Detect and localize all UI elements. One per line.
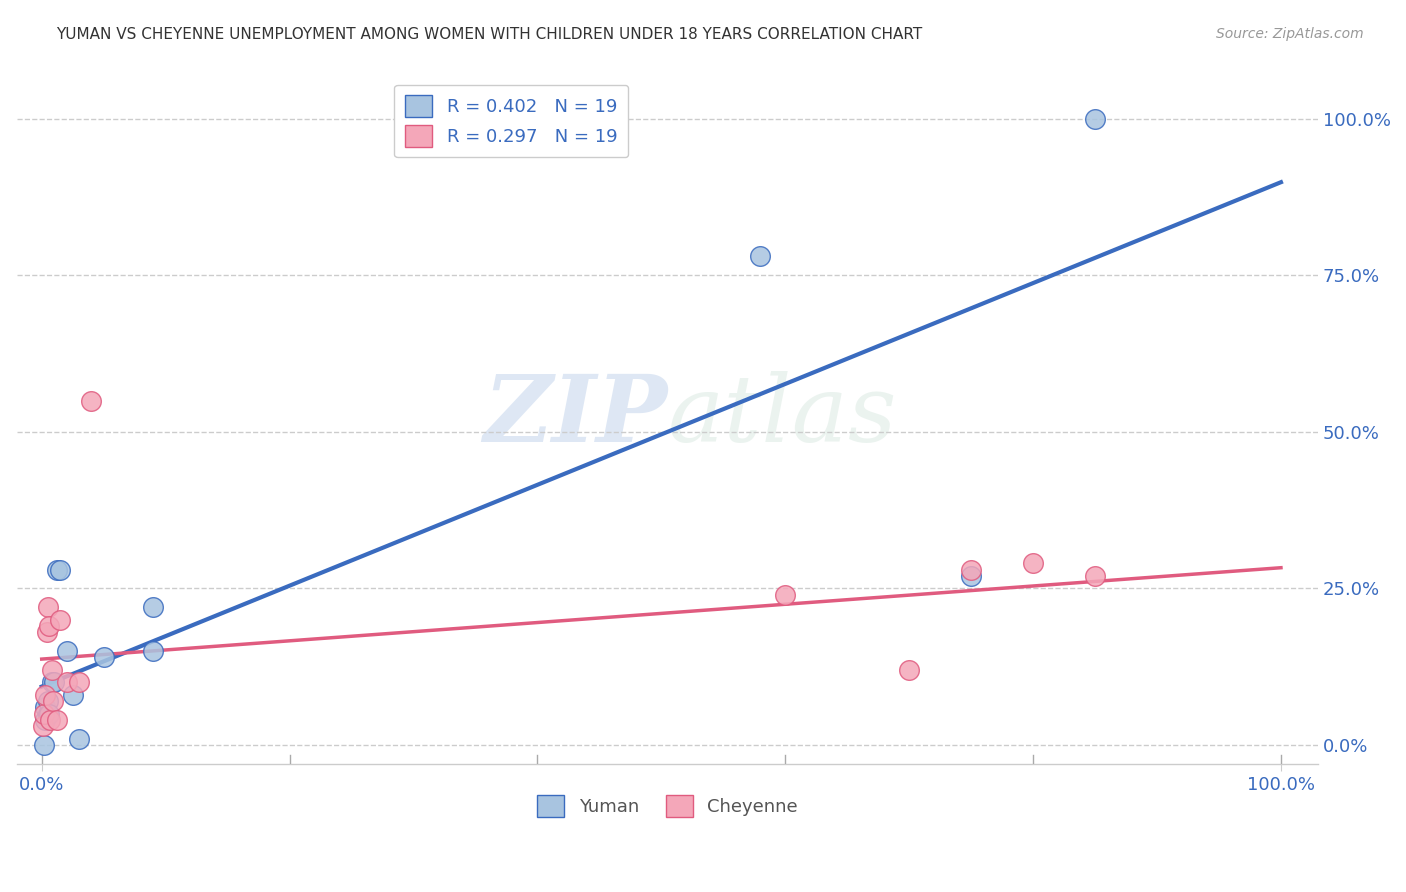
Point — [38, 619, 60, 633]
Point — [62, 688, 84, 702]
Point — [34, 688, 56, 702]
Point — [960, 563, 983, 577]
Point — [45, 713, 67, 727]
Point — [38, 706, 60, 721]
Point — [45, 563, 67, 577]
Point — [35, 625, 58, 640]
Point — [49, 613, 72, 627]
Point — [80, 393, 103, 408]
Point — [37, 694, 59, 708]
Point — [39, 713, 62, 727]
Point — [1084, 569, 1107, 583]
Point — [898, 663, 921, 677]
Text: YUMAN VS CHEYENNE UNEMPLOYMENT AMONG WOMEN WITH CHILDREN UNDER 18 YEARS CORRELAT: YUMAN VS CHEYENNE UNEMPLOYMENT AMONG WOM… — [56, 27, 922, 42]
Point — [55, 675, 77, 690]
Point — [49, 563, 72, 577]
Point — [55, 644, 77, 658]
Point — [775, 588, 797, 602]
Point — [37, 706, 59, 721]
Point — [41, 663, 63, 677]
Point — [93, 650, 115, 665]
Text: ZIP: ZIP — [484, 371, 668, 461]
Point — [32, 719, 55, 733]
Point — [960, 569, 983, 583]
Point — [67, 731, 90, 746]
Point — [749, 249, 772, 263]
Point — [34, 713, 56, 727]
Legend: Yuman, Cheyenne: Yuman, Cheyenne — [530, 788, 806, 824]
Point — [142, 600, 165, 615]
Point — [1022, 557, 1045, 571]
Point — [37, 600, 59, 615]
Point — [41, 675, 63, 690]
Point — [42, 675, 65, 690]
Point — [32, 738, 55, 752]
Text: Source: ZipAtlas.com: Source: ZipAtlas.com — [1216, 27, 1364, 41]
Point — [67, 675, 90, 690]
Point — [34, 700, 56, 714]
Point — [1084, 112, 1107, 126]
Text: atlas: atlas — [668, 371, 897, 461]
Point — [142, 644, 165, 658]
Point — [32, 706, 55, 721]
Point — [42, 694, 65, 708]
